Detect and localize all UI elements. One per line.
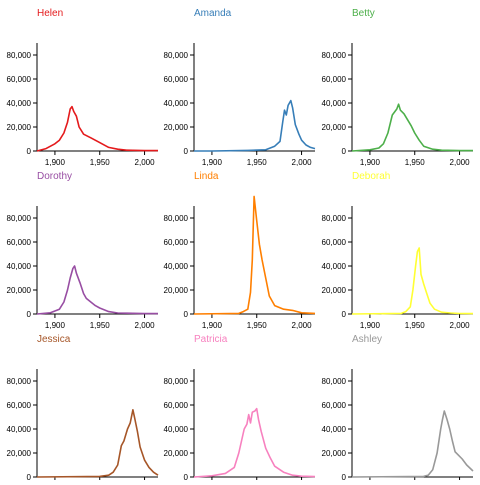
y-tick-label: 40,000 <box>7 425 32 434</box>
y-tick-label: 0 <box>184 310 189 319</box>
panel-deborah: Deborah 0 20,000 40,000 60,000 80,000 1,900 1,9… <box>322 171 474 330</box>
y-tick-label: 80,000 <box>322 214 347 223</box>
y-tick-label: 20,000 <box>164 286 189 295</box>
panel-title: Linda <box>194 171 219 182</box>
x-tick-label: 2,000 <box>135 321 156 330</box>
x-tick-label: 1,950 <box>247 321 268 330</box>
panel-title: Dorothy <box>37 171 72 182</box>
y-tick-label: 60,000 <box>164 75 189 84</box>
x-tick-label: 2,000 <box>292 321 313 330</box>
y-tick-label: 20,000 <box>164 449 189 458</box>
y-tick-label: 0 <box>184 473 189 480</box>
y-tick-label: 80,000 <box>7 214 32 223</box>
y-tick-label: 20,000 <box>7 123 32 132</box>
x-tick-label: 1,950 <box>405 321 426 330</box>
x-tick-label: 1,950 <box>90 158 111 167</box>
y-tick-label: 0 <box>342 147 347 156</box>
y-tick-label: 20,000 <box>7 449 32 458</box>
y-tick-label: 80,000 <box>164 214 189 223</box>
x-tick-label: 1,900 <box>45 158 66 167</box>
panel-title: Amanda <box>194 8 232 19</box>
y-tick-label: 0 <box>27 147 32 156</box>
x-tick-label: 2,000 <box>135 158 156 167</box>
y-tick-label: 20,000 <box>164 123 189 132</box>
y-tick-label: 0 <box>342 473 347 480</box>
y-tick-label: 80,000 <box>322 377 347 386</box>
y-tick-label: 60,000 <box>7 75 32 84</box>
y-tick-label: 60,000 <box>322 75 347 84</box>
y-tick-label: 60,000 <box>164 401 189 410</box>
panel-title: Patricia <box>194 334 228 345</box>
y-tick-label: 40,000 <box>322 262 347 271</box>
panel-ashley: Ashley020,00040,00060,00080,0001,9001,95… <box>322 334 474 485</box>
panel-title: Betty <box>352 8 375 19</box>
x-tick-label: 1,900 <box>202 158 223 167</box>
x-tick-label: 2,000 <box>292 158 313 167</box>
y-tick-label: 40,000 <box>164 262 189 271</box>
y-tick-label: 20,000 <box>322 286 347 295</box>
y-tick-label: 80,000 <box>322 51 347 60</box>
x-tick-label: 1,900 <box>202 321 223 330</box>
series-line <box>36 265 158 315</box>
x-tick-label: 1,900 <box>360 158 381 167</box>
panel-title: Jessica <box>37 334 71 345</box>
y-tick-label: 80,000 <box>7 51 32 60</box>
y-tick-label: 60,000 <box>164 238 189 247</box>
y-tick-label: 40,000 <box>164 425 189 434</box>
y-tick-label: 80,000 <box>7 377 32 386</box>
y-tick-label: 0 <box>342 310 347 319</box>
panel-title: Deborah <box>352 171 390 182</box>
y-tick-label: 40,000 <box>322 99 347 108</box>
y-tick-label: 80,000 <box>164 51 189 60</box>
y-tick-label: 20,000 <box>322 123 347 132</box>
y-tick-label: 40,000 <box>322 425 347 434</box>
y-tick-label: 60,000 <box>7 401 32 410</box>
y-tick-label: 40,000 <box>7 262 32 271</box>
x-tick-label: 1,950 <box>90 321 111 330</box>
x-tick-label: 2,000 <box>450 321 471 330</box>
panel-title: Ashley <box>352 334 382 345</box>
y-tick-label: 20,000 <box>7 286 32 295</box>
y-tick-label: 40,000 <box>164 99 189 108</box>
series-line <box>351 247 474 315</box>
panel-betty: Betty 0 20,000 40,000 60,000 80,000 1,900 1,950… <box>322 8 473 167</box>
series-line <box>36 409 159 478</box>
series-line <box>193 407 316 478</box>
x-tick-label: 2,000 <box>450 158 471 167</box>
x-tick-label: 1,950 <box>247 158 268 167</box>
x-tick-label: 1,950 <box>405 158 426 167</box>
series-line <box>36 105 158 152</box>
series-line <box>194 99 316 152</box>
panel-jessica: Jessica020,00040,00060,00080,0001,9001,9… <box>7 334 159 485</box>
series-line <box>193 195 316 315</box>
y-tick-label: 60,000 <box>322 238 347 247</box>
y-tick-label: 0 <box>27 473 32 480</box>
y-tick-label: 0 <box>27 310 32 319</box>
y-tick-label: 20,000 <box>322 449 347 458</box>
panel-helen: Helen 0 20,000 40,000 60,000 80,000 1,900 1,950… <box>7 8 158 167</box>
panel-title: Helen <box>37 8 63 19</box>
y-tick-label: 80,000 <box>164 377 189 386</box>
panel-dorothy: Dorothy 0 20,000 40,000 60,000 80,000 1,900 1,9… <box>7 171 158 330</box>
panel-amanda: Amanda 0 20,000 40,000 60,000 80,000 1,900 1,95… <box>164 8 316 167</box>
y-tick-label: 0 <box>184 147 189 156</box>
series-line <box>351 103 473 152</box>
x-tick-label: 1,900 <box>45 321 66 330</box>
series-line <box>351 410 474 478</box>
panel-patricia: Patricia020,00040,00060,00080,0001,9001,… <box>164 334 316 485</box>
x-tick-label: 1,900 <box>360 321 381 330</box>
y-tick-label: 60,000 <box>322 401 347 410</box>
y-tick-label: 40,000 <box>7 99 32 108</box>
y-tick-label: 60,000 <box>7 238 32 247</box>
panel-linda: Linda 0 20,000 40,000 60,000 80,000 1,900 1,950… <box>164 171 316 330</box>
